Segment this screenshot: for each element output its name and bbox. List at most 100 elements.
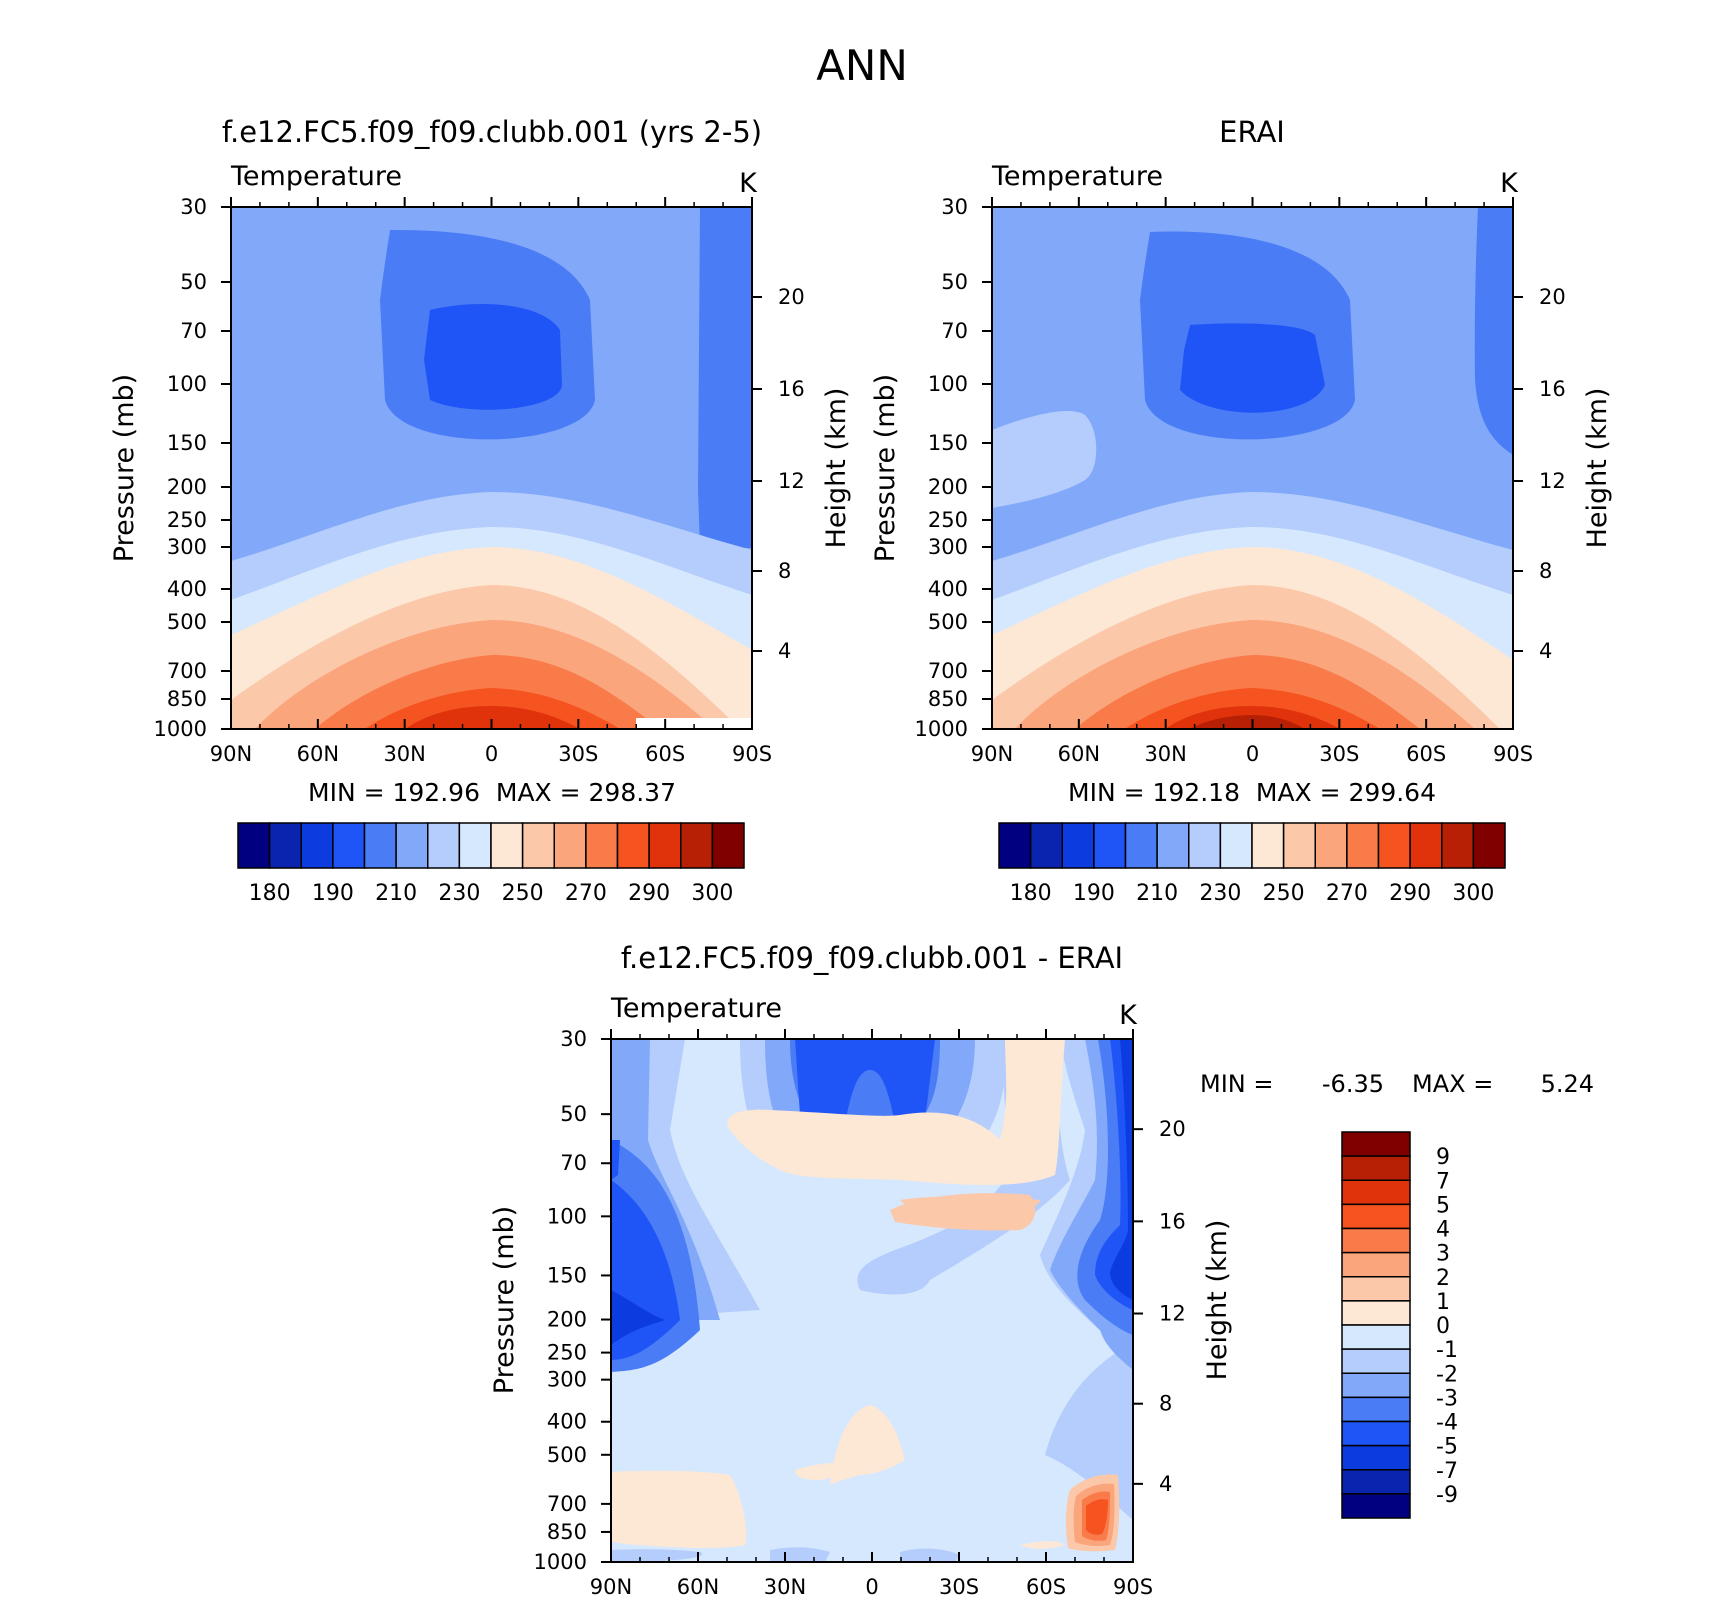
- units-label: K: [739, 168, 758, 199]
- min-label: MIN =: [1200, 1070, 1273, 1098]
- colorbar-label: 190: [312, 881, 354, 906]
- y-tick-label: 300: [928, 535, 968, 559]
- y-axis-label: Pressure (mb): [109, 374, 140, 562]
- colorbar-swatch: [1124, 822, 1158, 869]
- variable-label: Temperature: [991, 161, 1163, 192]
- colorbar-swatch: [1341, 1131, 1411, 1157]
- colorbar-swatch: [1314, 822, 1348, 869]
- colorbar-label: 9: [1436, 1145, 1450, 1170]
- y-tick-label: 70: [560, 1151, 587, 1175]
- y-tick-label: 200: [167, 475, 207, 499]
- y-axis-right-label: Height (km): [821, 388, 852, 549]
- colorbar-swatch: [553, 822, 587, 869]
- y-right-tick-label: 4: [1539, 639, 1552, 663]
- y-tick-label: 50: [941, 270, 968, 294]
- contour-band: [890, 1193, 1036, 1231]
- colorbar-swatch: [1341, 1420, 1411, 1447]
- min-max-readout: MIN = 192.96 MAX = 298.37: [308, 778, 676, 807]
- y-right-tick-label: 12: [778, 469, 805, 493]
- contour-field: [231, 207, 752, 729]
- panel-title: f.e12.FC5.f09_f09.clubb.001 (yrs 2-5): [222, 115, 762, 149]
- min-value: -6.35: [1322, 1070, 1384, 1098]
- x-tick-label: 90N: [590, 1575, 632, 1599]
- colorbar-label: 230: [438, 881, 480, 906]
- y-tick-label: 400: [928, 577, 968, 601]
- colorbar-swatch: [1341, 1372, 1411, 1399]
- y-tick-label: 850: [928, 687, 968, 711]
- colorbar-label: 190: [1073, 881, 1115, 906]
- contour-band: [1020, 1541, 1065, 1549]
- y-tick-label: 150: [167, 431, 207, 455]
- colorbar-swatch: [1093, 822, 1127, 869]
- colorbar-swatch: [1282, 822, 1316, 869]
- y-tick-label: 30: [180, 195, 207, 219]
- y-tick-label: 250: [928, 508, 968, 532]
- min-max-readout: MIN = 192.18 MAX = 299.64: [1068, 778, 1436, 807]
- y-tick-label: 70: [941, 319, 968, 343]
- colorbar-swatch: [1341, 1493, 1411, 1519]
- colorbar-swatch: [363, 822, 397, 869]
- colorbar-label: 2: [1436, 1266, 1450, 1291]
- y-tick-label: 100: [547, 1204, 587, 1228]
- y-tick-label: 300: [167, 535, 207, 559]
- x-tick-label: 30S: [558, 742, 598, 766]
- y-right-tick-label: 12: [1539, 469, 1566, 493]
- y-axis-right-label: Height (km): [1582, 388, 1613, 549]
- x-tick-label: 0: [1246, 742, 1259, 766]
- y-right-tick-label: 4: [1159, 1472, 1172, 1496]
- y-right-tick-label: 16: [778, 377, 805, 401]
- colorbar-label: 250: [1263, 881, 1305, 906]
- y-axis-label: Pressure (mb): [489, 1206, 520, 1394]
- contour-band: [900, 1548, 960, 1562]
- y-axis-right: 20 16 12 8 4: [1133, 1117, 1186, 1496]
- colorbar-label: 250: [502, 881, 544, 906]
- y-right-tick-label: 8: [1159, 1392, 1172, 1416]
- panel-title: ERAI: [1219, 115, 1285, 149]
- y-tick-label: 30: [560, 1027, 587, 1051]
- colorbar-label: -7: [1436, 1459, 1458, 1484]
- colorbar-swatch: [1346, 822, 1380, 869]
- contour-band: [611, 1140, 620, 1180]
- colorbar-label: -2: [1436, 1362, 1458, 1387]
- y-tick-label: 500: [928, 610, 968, 634]
- colorbar-swatch: [648, 822, 682, 869]
- colorbar-swatch: [1341, 1227, 1411, 1254]
- y-tick-label: 200: [547, 1308, 587, 1332]
- contour-band: [611, 1549, 703, 1562]
- y-axis: 30 50 70 100 150 200 250 300 400 500 700 850 1000: [534, 1027, 611, 1574]
- colorbar-swatch: [585, 822, 619, 869]
- y-tick-label: 70: [180, 319, 207, 343]
- y-tick-label: 850: [547, 1520, 587, 1544]
- colorbar-swatch: [1188, 822, 1222, 869]
- contour-band: [1086, 1499, 1108, 1535]
- x-tick-label: 90S: [1113, 1575, 1153, 1599]
- contour-band: [1474, 207, 1513, 455]
- colorbar-swatch: [521, 822, 555, 869]
- colorbar-label: 1: [1436, 1290, 1450, 1315]
- obs-panel: ERAI Temperature K 90N 60N 30N 0 30S 60S 90S 3…: [870, 115, 1613, 906]
- contour-band: [405, 706, 580, 729]
- units-label: K: [1119, 1000, 1138, 1031]
- y-tick-label: 500: [547, 1443, 587, 1467]
- colorbar-label: -5: [1436, 1435, 1458, 1460]
- difference-panel: f.e12.FC5.f09_f09.clubb.001 - ERAI Tempe…: [489, 941, 1594, 1599]
- contour-band: [1180, 323, 1325, 413]
- colorbar-swatch: [1441, 822, 1475, 869]
- colorbar-label: 290: [1389, 881, 1431, 906]
- colorbar-label: 270: [565, 881, 607, 906]
- max-label: MAX =: [1412, 1070, 1493, 1098]
- y-tick-label: 700: [928, 659, 968, 683]
- x-tick-label: 30N: [1144, 742, 1186, 766]
- y-tick-label: 300: [547, 1368, 587, 1392]
- x-axis: 90N 60N 30N 0 30S 60S 90S: [590, 1029, 1153, 1599]
- x-tick-label: 60N: [1058, 742, 1100, 766]
- colorbar-swatch: [1341, 1276, 1411, 1302]
- y-tick-label: 500: [167, 610, 207, 634]
- x-tick-label: 90N: [971, 742, 1013, 766]
- x-tick-label: 30S: [939, 1575, 979, 1599]
- colorbar-swatch: [711, 822, 745, 869]
- x-tick-label: 30N: [764, 1575, 806, 1599]
- x-axis: 90N 60N 30N 0 30S 60S 90S: [971, 197, 1533, 766]
